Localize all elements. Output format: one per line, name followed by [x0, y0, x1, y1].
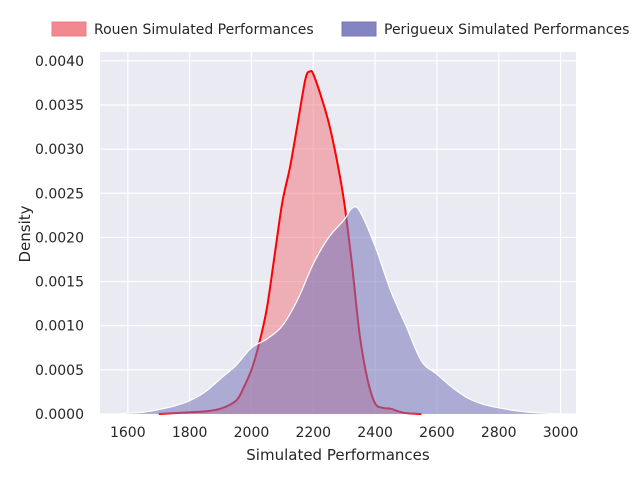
y-axis-label: Density — [16, 205, 34, 262]
x-tick-label: 2600 — [419, 425, 455, 441]
legend: Rouen Simulated Performances Perigueux S… — [51, 21, 629, 38]
legend-label-rouen: Rouen Simulated Performances — [94, 22, 314, 38]
x-tick-label: 1600 — [110, 425, 146, 441]
x-tick-label: 2400 — [357, 425, 393, 441]
x-axis-label: Simulated Performances — [246, 446, 430, 464]
y-tick-label: 0.0035 — [35, 98, 84, 114]
x-tick-label: 1800 — [172, 425, 208, 441]
legend-label-perigueux: Perigueux Simulated Performances — [384, 22, 629, 38]
x-tick-label: 2000 — [234, 425, 270, 441]
tick-labels: 1600 1800 2000 2200 2400 2600 2800 3000 0.0000 0.… — [35, 54, 578, 441]
y-tick-label: 0.0000 — [35, 407, 84, 423]
y-tick-label: 0.0025 — [35, 186, 84, 202]
perigueux-density-line — [118, 206, 561, 415]
y-tick-label: 0.0020 — [35, 230, 84, 246]
legend-swatch-perigueux — [341, 21, 377, 37]
y-tick-label: 0.0005 — [35, 363, 84, 379]
x-tick-label: 2800 — [481, 425, 517, 441]
y-tick-label: 0.0010 — [35, 319, 84, 335]
y-tick-label: 0.0040 — [35, 54, 84, 70]
series-layer — [118, 69, 561, 415]
x-tick-label: 3000 — [543, 425, 579, 441]
legend-swatch-rouen — [51, 21, 87, 37]
perigueux-density-area — [118, 206, 561, 414]
y-tick-label: 0.0030 — [35, 142, 84, 158]
x-tick-label: 2200 — [295, 425, 331, 441]
y-tick-label: 0.0015 — [35, 275, 84, 291]
